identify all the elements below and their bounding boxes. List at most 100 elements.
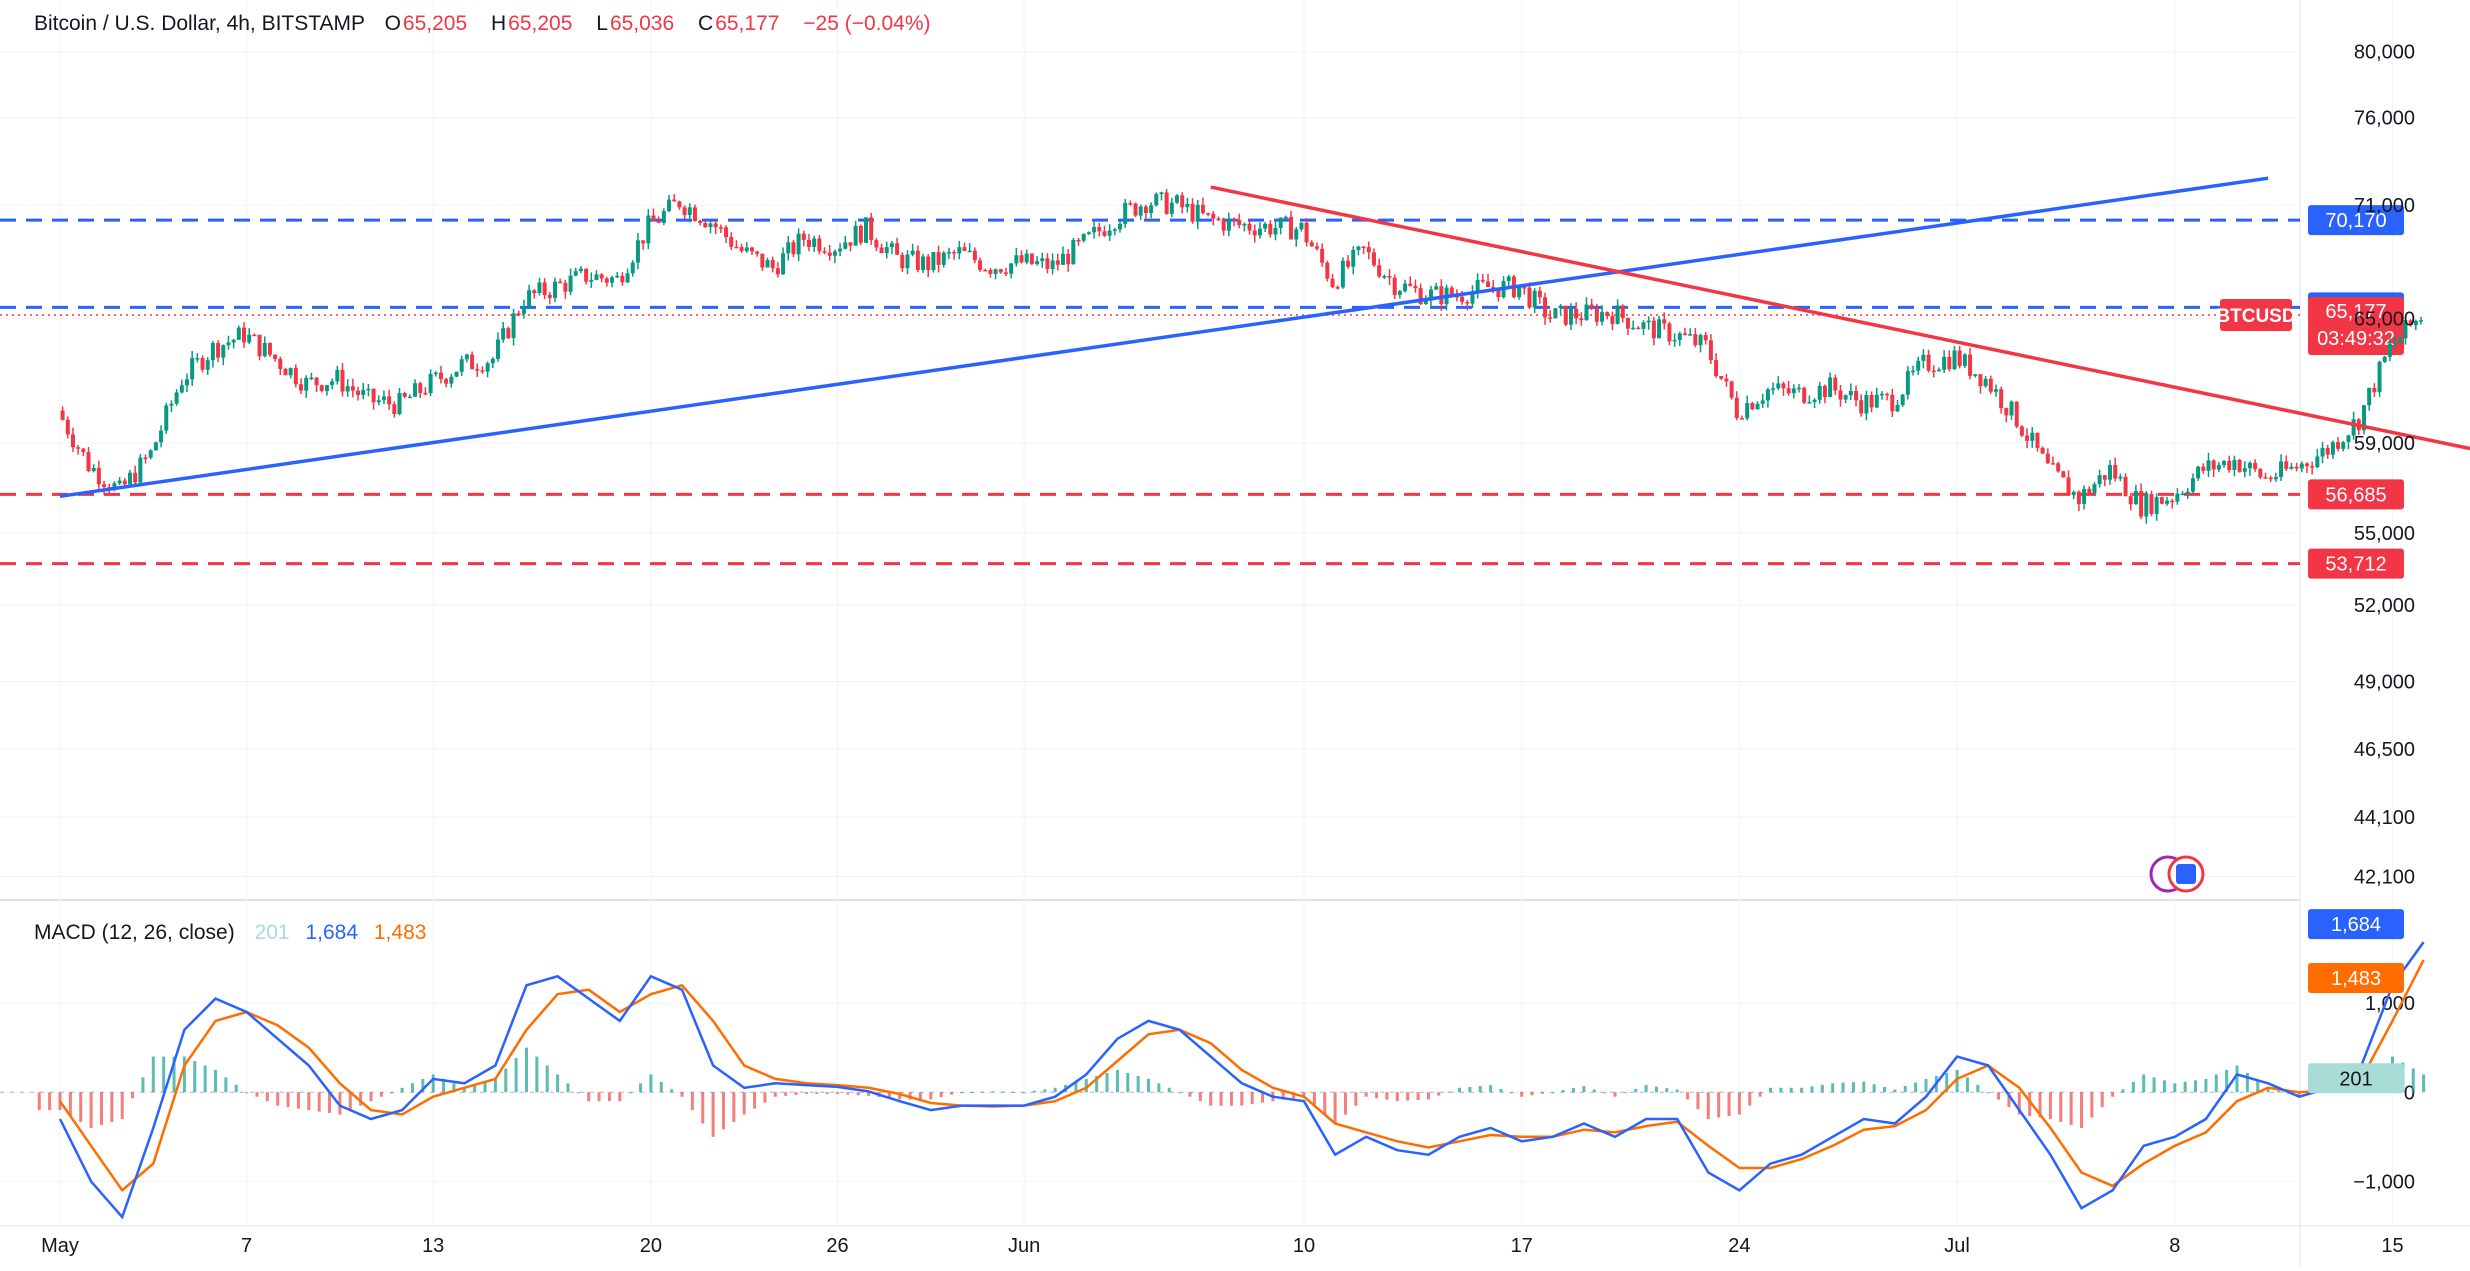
macd-hist-bar xyxy=(1323,1092,1327,1115)
macd-hist-bar xyxy=(452,1083,456,1093)
candle-body xyxy=(60,410,65,420)
macd-hist-bar xyxy=(1644,1085,1648,1093)
candle-body xyxy=(584,268,589,282)
symbol-tag-box xyxy=(2220,299,2292,332)
candle-body xyxy=(2242,468,2247,472)
macd-signal-line xyxy=(58,959,2425,1193)
horizontal-levels: 70,17065,56456,68553,712BTCUSD65,17703:4… xyxy=(0,205,2404,579)
time-tick-label: 10 xyxy=(1293,1235,1315,1257)
macd-hist-bar xyxy=(732,1092,736,1122)
candle-body xyxy=(687,207,692,216)
candle-body xyxy=(2387,344,2392,357)
candle-body xyxy=(1123,203,1128,224)
macd-hist-bar xyxy=(887,1092,891,1099)
candle-body xyxy=(356,390,361,396)
macd-hist-bar xyxy=(1198,1092,1202,1102)
macd-hist-bar xyxy=(721,1092,725,1130)
candle-body xyxy=(501,328,506,340)
macd-hist-bar xyxy=(1748,1092,1752,1106)
candle-body xyxy=(1802,387,1807,403)
candle-body xyxy=(1066,253,1071,265)
candle-body xyxy=(1408,283,1413,286)
candle-body xyxy=(1247,223,1252,231)
macd-axis-label: 1,684 xyxy=(2331,914,2381,936)
low-value: 65,036 xyxy=(609,12,675,35)
candle-body xyxy=(1563,305,1568,325)
macd-hist-bar xyxy=(1447,1091,1451,1093)
candle-body xyxy=(1890,394,1895,412)
candle-body xyxy=(931,252,936,271)
candle-body xyxy=(1879,393,1884,396)
candle-body xyxy=(216,343,221,358)
macd-hist-bar xyxy=(2028,1092,2032,1117)
candle-body xyxy=(1486,281,1491,288)
candle-body xyxy=(433,372,438,375)
candle-body xyxy=(2289,466,2294,469)
macd-hist-bar xyxy=(1530,1092,1534,1096)
candle-body xyxy=(1180,195,1185,208)
candle-body xyxy=(2025,435,2030,441)
macd-hist-bar xyxy=(566,1083,570,1093)
candle-body xyxy=(1226,218,1231,231)
macd-hist-bar xyxy=(1343,1092,1347,1115)
macd-hist-bar xyxy=(2152,1077,2156,1093)
macd-hist-bar xyxy=(711,1092,715,1137)
macd-hist-bar xyxy=(1820,1084,1824,1093)
candle-body xyxy=(1200,204,1205,214)
candle-body xyxy=(423,392,428,395)
candle-body xyxy=(864,217,869,243)
price-tick-label: 59,000 xyxy=(2354,433,2415,455)
macd-hist-bar xyxy=(587,1092,591,1102)
macd-hist-bar xyxy=(2204,1078,2208,1093)
candle-body xyxy=(594,274,599,280)
time-tick-label: 24 xyxy=(1728,1235,1750,1257)
candle-body xyxy=(1361,246,1366,249)
macd-header: MACD (12, 26, close) 201 1,684 1,483 xyxy=(34,921,426,945)
candle-body xyxy=(2102,475,2107,480)
candle-body xyxy=(1724,378,1729,382)
candle-body xyxy=(1102,231,1107,236)
candle-body xyxy=(915,250,920,270)
macd-hist-bar xyxy=(48,1092,52,1111)
candle-body xyxy=(604,278,609,283)
candle-body xyxy=(2237,459,2242,472)
candle-body xyxy=(1423,300,1428,305)
candle-body xyxy=(1392,277,1397,295)
candle-body xyxy=(231,339,236,343)
candle-body xyxy=(1864,394,1869,414)
macd-hist-bar xyxy=(462,1087,466,1093)
candle-body xyxy=(1040,258,1045,262)
macd-hist-bar xyxy=(2007,1092,2011,1108)
macd-hist-bar xyxy=(1032,1090,1036,1093)
macd-hist-bar xyxy=(1115,1069,1119,1093)
candle-body xyxy=(2263,477,2268,479)
macd-hist-bar xyxy=(898,1092,902,1100)
candle-body xyxy=(1921,354,1926,361)
candle-body xyxy=(1636,327,1641,330)
macd-hist-bar xyxy=(1903,1086,1907,1093)
macd-hist-bar xyxy=(1385,1092,1389,1100)
candle-body xyxy=(81,448,86,453)
candle-body xyxy=(760,253,765,268)
macd-hist-bar xyxy=(1675,1089,1679,1093)
candle-body xyxy=(1143,206,1148,213)
macd-hist-bar xyxy=(1862,1081,1866,1093)
candle-body xyxy=(2185,491,2190,494)
candle-body xyxy=(1237,219,1242,226)
candle-body xyxy=(1988,378,1993,392)
candle-body xyxy=(2382,356,2387,362)
candle-body xyxy=(1719,376,1724,379)
candle-body xyxy=(1242,223,1247,226)
candle-body xyxy=(1765,389,1770,401)
macd-signal-value: 1,483 xyxy=(373,921,427,944)
candle-body xyxy=(1859,400,1864,414)
candle-body xyxy=(117,480,122,484)
price-tick-label: 44,100 xyxy=(2354,807,2415,829)
candle-body xyxy=(573,271,578,276)
candle-body xyxy=(2361,405,2366,431)
macd-hist-bar xyxy=(1458,1087,1461,1093)
candle-body xyxy=(827,252,832,256)
macd-hist-bar xyxy=(141,1077,145,1093)
